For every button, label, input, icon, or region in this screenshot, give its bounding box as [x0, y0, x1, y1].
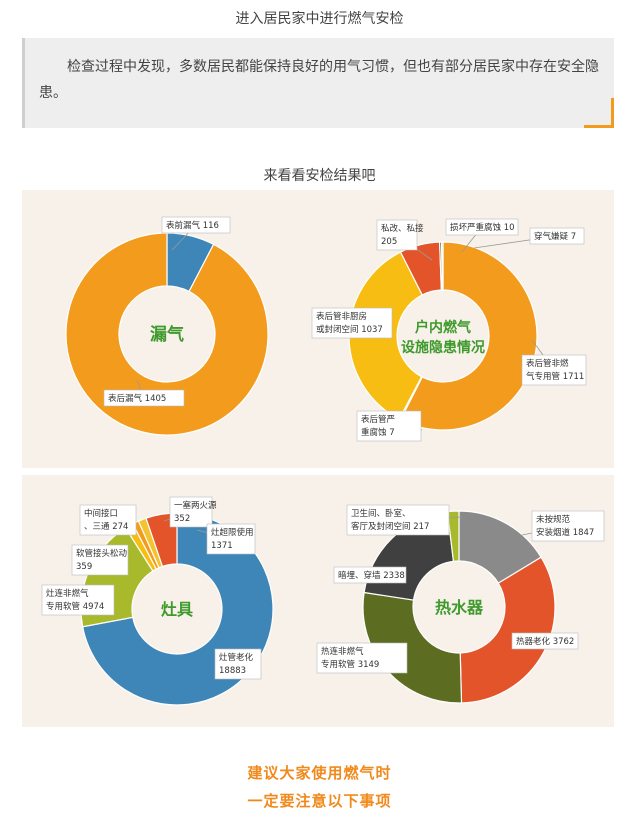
quote-corner-decoration [584, 98, 614, 128]
callout-box [206, 523, 256, 555]
callout-label: 表前漏气 116 [166, 220, 219, 231]
callout-box [214, 648, 262, 680]
callout-label: 表后管非燃 [526, 358, 569, 369]
donut-slice [65, 232, 269, 436]
callout-label: 或封闭空间 1037 [316, 324, 383, 335]
callout-label: 18883 [219, 666, 246, 676]
callout-box [333, 566, 407, 584]
callout-box [41, 584, 115, 616]
donut-center-label: 设施隐患情况 [401, 339, 485, 356]
callout-label: 灶超限使用 [211, 527, 254, 538]
donut-chart-1: 漏气 表前漏气 116 表后漏气 1405 [65, 216, 269, 436]
footer-line-2: 一定要注意以下事项 [247, 792, 392, 810]
chart-panel-top: 漏气 表前漏气 116 表后漏气 1405 户内燃气设施隐患情况表后管非燃气专用管 1… [22, 190, 614, 468]
callout-label: 客厅及封闭空间 217 [351, 521, 429, 532]
callout-label: 、三通 274 [84, 521, 128, 532]
callout-label: 热器老化 3762 [516, 636, 574, 647]
donut-slice [145, 512, 178, 568]
callout-label: 卫生间、卧室、 [351, 508, 411, 519]
callout-box [169, 496, 213, 528]
callout-label: 专用软管 3149 [321, 659, 379, 670]
donut-slice [441, 241, 444, 291]
donut-center-label: 漏气 [150, 324, 184, 345]
callout-box [445, 218, 519, 236]
callout-box [71, 544, 129, 576]
callout-label: 暗埋、穿墙 2338 [338, 570, 405, 581]
footer-line-1: 建议大家使用燃气时 [247, 764, 392, 782]
callout-label: 重腐蚀 7 [361, 427, 395, 438]
callout-box [316, 642, 408, 674]
callout-label: 352 [174, 514, 190, 524]
donut-center-label: 户内燃气 [415, 319, 471, 336]
callout-label: 损坏严重腐蚀 10 [450, 222, 515, 233]
callout-label: 专用软管 4974 [46, 601, 104, 612]
donut-center-label: 灶具 [161, 600, 193, 619]
callout-label: 气专用管 1711 [526, 371, 584, 382]
callout-label: 一塞两火源 [174, 500, 217, 511]
callout-label: 热连非燃气 [321, 646, 364, 657]
callout-label: 未按规范 [536, 514, 571, 525]
callout-label: 软管接头松动 [76, 548, 128, 559]
callout-label: 私改、私接 [381, 223, 424, 234]
callout-box [79, 504, 137, 536]
callout-box [356, 410, 422, 442]
callout-box [521, 354, 587, 386]
callout-box [346, 504, 450, 536]
callout-label: 1371 [211, 541, 233, 551]
donut-center-label: 热水器 [435, 598, 484, 617]
donut-slice [399, 241, 538, 431]
donut-slice [459, 556, 556, 704]
callout-label: 安装烟道 1847 [536, 527, 594, 538]
callout-label: 表后管非厨房 [316, 311, 367, 322]
callout-box [531, 510, 605, 542]
results-title: 来看看安检结果吧 [263, 168, 376, 184]
intro-quote-box: 检查过程中发现，多数居民都能保持良好的用气习惯，但也有部分居民家中存在安全隐患。 [22, 38, 614, 128]
donut-slice [446, 510, 460, 563]
page-title: 进入居民家中进行燃气安检 [235, 11, 404, 27]
callout-label: 灶管老化 [219, 652, 254, 663]
chart-panel-bottom: 灶具灶管老化 18883 灶连非燃气专用软管 4974 软管接头松动 359 中间接口、三… [22, 475, 614, 727]
intro-quote-text: 检查过程中发现，多数居民都能保持良好的用气习惯，但也有部分居民家中存在安全隐患。 [39, 59, 599, 101]
callout-box [103, 389, 185, 407]
callout-label: 359 [76, 562, 92, 572]
callout-label: 穿气嫌疑 7 [534, 231, 576, 242]
callout-label: 中间接口 [84, 508, 118, 519]
callout-label: 表后管严 [361, 414, 395, 425]
callout-label: 表后漏气 1405 [108, 393, 166, 404]
callout-box [376, 219, 418, 251]
donut-slice [362, 591, 463, 704]
callout-label: 灶连非燃气 [46, 588, 89, 599]
callout-label: 205 [381, 237, 397, 247]
callout-box [511, 632, 579, 650]
callout-box [529, 227, 585, 245]
callout-box [161, 216, 231, 234]
callout-box [311, 307, 393, 339]
